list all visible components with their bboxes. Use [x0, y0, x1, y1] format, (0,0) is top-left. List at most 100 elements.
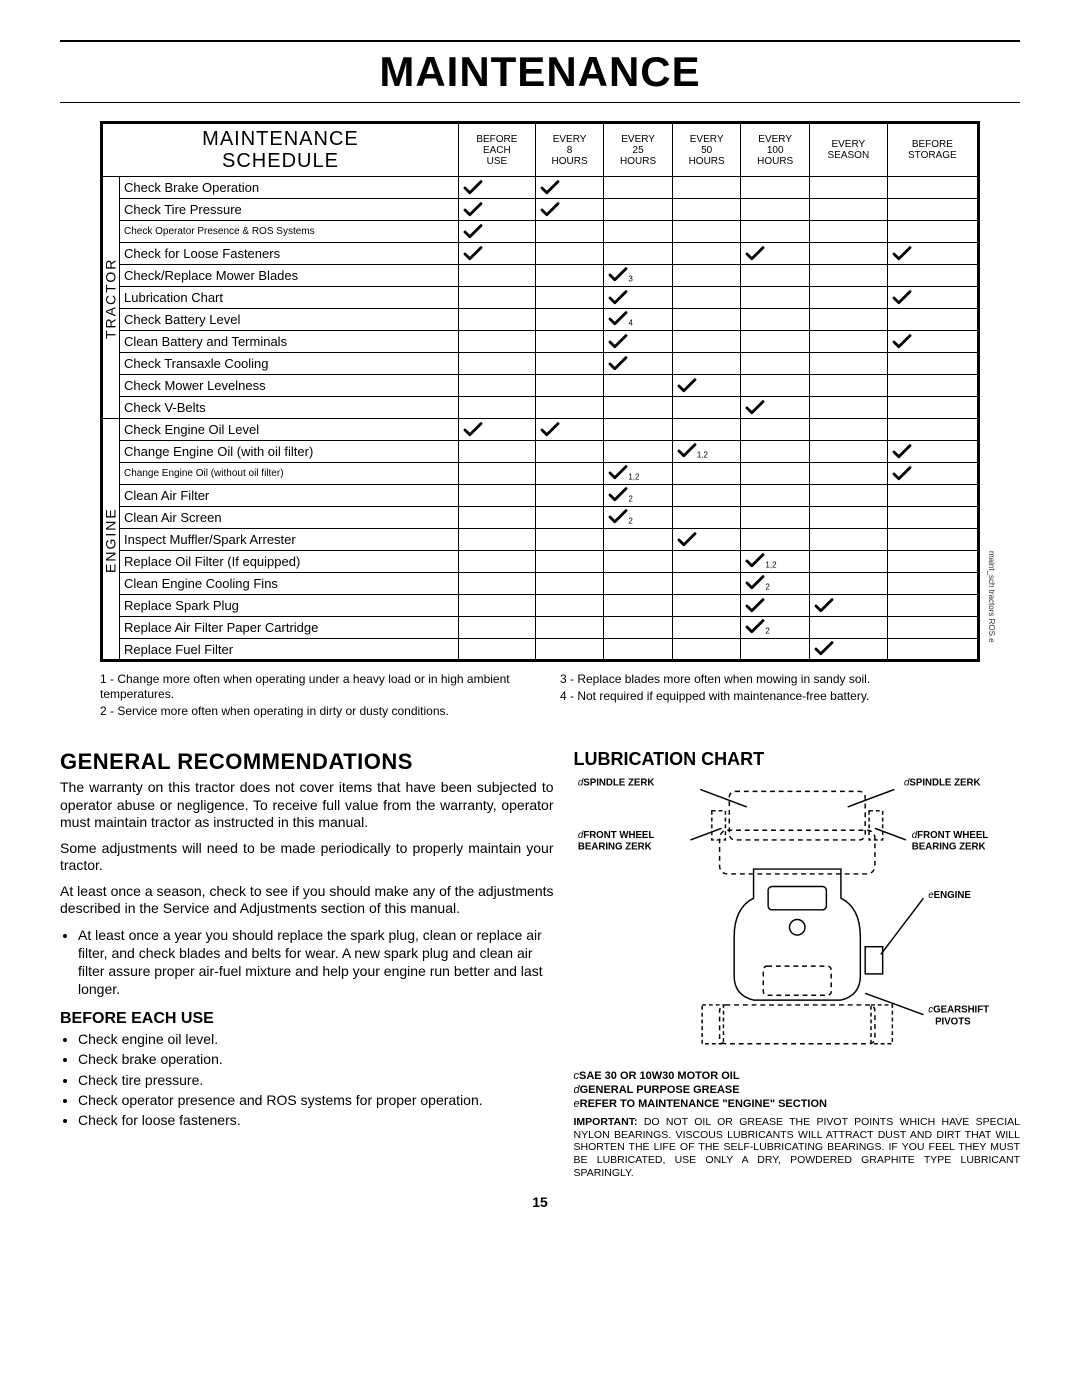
- cell: 4: [604, 309, 673, 331]
- cell: [604, 375, 673, 397]
- cell: [672, 639, 741, 661]
- page-number: 15: [60, 1194, 1020, 1210]
- cell: [741, 353, 810, 375]
- cell: [604, 595, 673, 617]
- cell: [604, 441, 673, 463]
- col-head-4: EVERY100HOURS: [741, 123, 810, 177]
- cell: [809, 177, 887, 199]
- cell: [535, 617, 604, 639]
- general-heading: GENERAL RECOMMENDATIONS: [60, 749, 554, 775]
- row-label: Replace Air Filter Paper Cartridge: [120, 617, 459, 639]
- cell: [887, 375, 978, 397]
- svg-text:cGEARSHIFT: cGEARSHIFT: [928, 1005, 989, 1016]
- col-head-2: EVERY25HOURS: [604, 123, 673, 177]
- general-bullet: At least once a year you should replace …: [78, 926, 554, 999]
- cell: [535, 529, 604, 551]
- cell: [458, 243, 535, 265]
- cell: [458, 309, 535, 331]
- cell: [604, 221, 673, 243]
- row-label: Clean Air Screen: [120, 507, 459, 529]
- cell: [458, 375, 535, 397]
- cell: [535, 485, 604, 507]
- svg-text:eENGINE: eENGINE: [928, 890, 971, 901]
- legend-line: eREFER TO MAINTENANCE "ENGINE" SECTION: [574, 1098, 1021, 1110]
- top-rule: [60, 40, 1020, 42]
- cell: [887, 441, 978, 463]
- row-label: Replace Fuel Filter: [120, 639, 459, 661]
- lbl-spindle-r: SPINDLE ZERK: [909, 778, 980, 789]
- cell: [458, 441, 535, 463]
- cell: [458, 617, 535, 639]
- cell: [741, 309, 810, 331]
- row-label: Check Tire Pressure: [120, 199, 459, 221]
- cell: [887, 463, 978, 485]
- cell: [535, 199, 604, 221]
- cell: [809, 331, 887, 353]
- cell: [741, 177, 810, 199]
- footnotes-left: 1 - Change more often when operating und…: [100, 672, 520, 721]
- cell: [809, 375, 887, 397]
- row-label: Clean Engine Cooling Fins: [120, 573, 459, 595]
- col-head-3: EVERY50HOURS: [672, 123, 741, 177]
- col-head-1: EVERY8HOURS: [535, 123, 604, 177]
- row-label: Replace Spark Plug: [120, 595, 459, 617]
- footnotes: 1 - Change more often when operating und…: [100, 672, 980, 721]
- footnote: 4 - Not required if equipped with mainte…: [560, 689, 980, 704]
- cell: [535, 243, 604, 265]
- title-underline: [60, 102, 1020, 103]
- cell: [535, 419, 604, 441]
- cell: [741, 595, 810, 617]
- cell: [887, 595, 978, 617]
- cell: [741, 331, 810, 353]
- cell: [741, 485, 810, 507]
- before-use-heading: BEFORE EACH USE: [60, 1010, 554, 1028]
- cell: [672, 573, 741, 595]
- cell: [887, 485, 978, 507]
- before-item: Check tire pressure.: [78, 1071, 554, 1089]
- cell: 3: [604, 265, 673, 287]
- lbl-spindle-l: SPINDLE ZERK: [583, 778, 654, 789]
- cell: [458, 595, 535, 617]
- cell: [458, 573, 535, 595]
- row-label: Check V-Belts: [120, 397, 459, 419]
- cell: [809, 595, 887, 617]
- schedule-title: MAINTENANCE SCHEDULE: [102, 123, 459, 177]
- cell: [672, 419, 741, 441]
- row-label: Check/Replace Mower Blades: [120, 265, 459, 287]
- cell: [809, 397, 887, 419]
- svg-text:dFRONT WHEEL: dFRONT WHEEL: [577, 830, 654, 841]
- cell: [604, 529, 673, 551]
- cell: [458, 639, 535, 661]
- cell: [672, 309, 741, 331]
- cell: [604, 573, 673, 595]
- cell: [672, 243, 741, 265]
- cell: [535, 375, 604, 397]
- cell: 1,2: [604, 463, 673, 485]
- cell: [535, 639, 604, 661]
- cell: [809, 573, 887, 595]
- row-label: Change Engine Oil (without oil filter): [120, 463, 459, 485]
- schedule-wrap: MAINTENANCE SCHEDULE BEFOREEACHUSE EVERY…: [100, 121, 980, 662]
- cell: [458, 463, 535, 485]
- cell: [672, 375, 741, 397]
- cell: 2: [604, 507, 673, 529]
- cell: [887, 353, 978, 375]
- cell: [672, 221, 741, 243]
- cell: [535, 573, 604, 595]
- col-head-5: EVERYSEASON: [809, 123, 887, 177]
- cell: [535, 441, 604, 463]
- cell: [672, 529, 741, 551]
- cell: [458, 287, 535, 309]
- cell: [887, 639, 978, 661]
- lubrication-legend: cSAE 30 OR 10W30 MOTOR OILdGENERAL PURPO…: [574, 1070, 1021, 1110]
- cell: [672, 331, 741, 353]
- svg-text:dFRONT WHEEL: dFRONT WHEEL: [911, 830, 988, 841]
- cell: [458, 507, 535, 529]
- row-label: Lubrication Chart: [120, 287, 459, 309]
- cell: [604, 551, 673, 573]
- cell: [887, 177, 978, 199]
- svg-text:dSPINDLE ZERK: dSPINDLE ZERK: [577, 778, 653, 789]
- cell: [672, 397, 741, 419]
- cell: [741, 529, 810, 551]
- legend-line: cSAE 30 OR 10W30 MOTOR OIL: [574, 1070, 1021, 1082]
